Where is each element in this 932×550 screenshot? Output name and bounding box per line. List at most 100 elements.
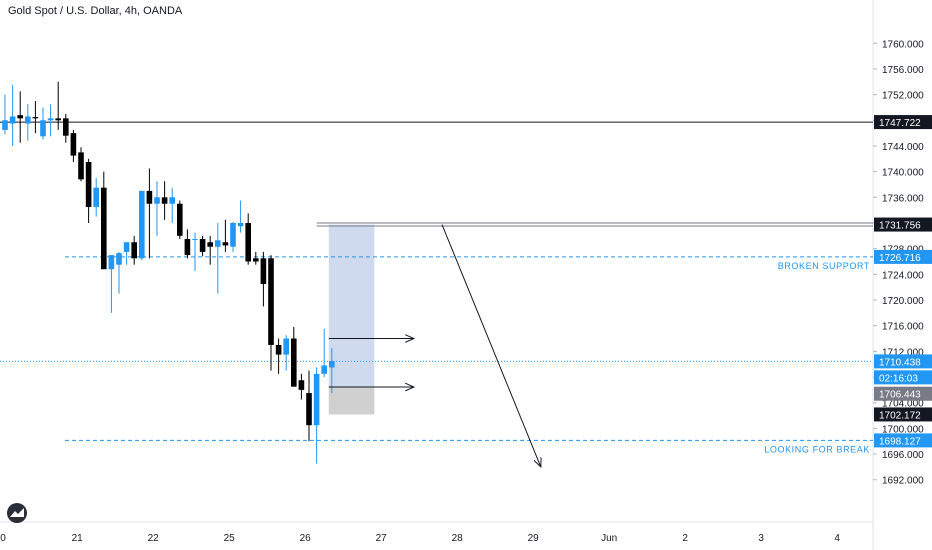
y-tick-label: 1704.000 (882, 399, 924, 410)
candle-body (169, 197, 175, 204)
candle (199, 235, 206, 257)
candle-body (161, 197, 168, 204)
candle-body (268, 258, 274, 345)
candle-body (17, 115, 23, 119)
candle (55, 81, 61, 130)
candle (313, 367, 320, 464)
candle-body (139, 190, 145, 259)
candle (268, 255, 274, 371)
x-tick-label: 28 (452, 533, 464, 544)
candle-body (177, 203, 183, 236)
candle (131, 235, 137, 265)
price-label: 1731.756 (874, 217, 932, 232)
y-tick-label: 1712.000 (882, 347, 924, 358)
price-label: 1710.438 (874, 354, 932, 369)
candle (321, 328, 327, 378)
y-tick-label: 1720.000 (882, 296, 924, 307)
candle (108, 255, 115, 313)
candle (139, 190, 145, 261)
candle (177, 200, 183, 240)
candle (47, 104, 54, 137)
price-label-text: 1698.127 (879, 436, 921, 447)
candle (245, 213, 251, 265)
price-label: 1747.722 (874, 115, 932, 130)
candle (169, 187, 175, 223)
candle (116, 251, 122, 294)
candle-body (55, 118, 61, 121)
candle (161, 181, 168, 220)
x-tick-label: 22 (148, 533, 160, 544)
price-label-bg (874, 354, 932, 369)
candle-body (192, 239, 198, 241)
y-tick-label: 1696.000 (882, 450, 924, 461)
candle-body (230, 222, 236, 247)
candle (184, 229, 191, 259)
candle-body (47, 118, 54, 121)
x-tick-label: 29 (528, 533, 540, 544)
candle (40, 107, 46, 140)
candle (222, 219, 229, 252)
candle-body (78, 152, 84, 180)
candle-body (306, 393, 312, 426)
price-label-text: 1702.172 (879, 410, 921, 421)
candle (230, 221, 236, 252)
candle (2, 94, 8, 135)
candle (192, 232, 198, 272)
price-label: 1698.127 (874, 433, 932, 448)
price-label-text: 1731.756 (879, 221, 921, 232)
projection-arrow-2 (441, 224, 541, 467)
y-tick-label: 1716.000 (882, 322, 924, 333)
candle-body (245, 222, 251, 262)
candle (154, 181, 160, 236)
price-label: 1702.172 (874, 407, 932, 422)
candle-body (207, 242, 213, 247)
price-label: 1706.443 (874, 386, 932, 401)
x-tick-label: 2 (682, 533, 688, 544)
candle-body (291, 338, 297, 387)
candle (101, 171, 107, 270)
candle-body (116, 253, 122, 265)
candle-body (25, 116, 31, 124)
x-tick-label: Jun (601, 533, 617, 544)
candle (298, 373, 305, 400)
price-label-text: 1726.716 (879, 253, 921, 264)
candle-body (313, 373, 320, 426)
price-label-text: 1710.438 (879, 357, 921, 368)
y-tick-label: 1752.000 (882, 91, 924, 102)
candle-body (253, 258, 259, 262)
y-tick-label: 1760.000 (882, 39, 924, 50)
candle (283, 335, 289, 371)
candle-body (101, 187, 107, 270)
price-label-bg (874, 433, 932, 448)
price-label-bg (874, 370, 932, 385)
price-label-bg (874, 386, 932, 401)
y-tick-label: 1740.000 (882, 168, 924, 179)
price-label-text: 1706.443 (879, 390, 921, 401)
candle (63, 113, 69, 143)
candle (85, 158, 92, 223)
y-tick-label: 1724.000 (882, 270, 924, 281)
y-tick-label: 1756.000 (882, 65, 924, 76)
candle-body (2, 120, 8, 130)
position-stop-zone (328, 387, 375, 415)
x-tick-label: 4 (834, 533, 840, 544)
level-label-4: LOOKING FOR BREAK (764, 444, 870, 454)
candle (25, 104, 31, 141)
price-label-bg (874, 115, 932, 130)
candle-body (85, 162, 92, 207)
candle-body (108, 255, 115, 270)
candle-body (215, 240, 221, 247)
level-label-2: BROKEN SUPPORT (778, 261, 870, 271)
position-target-zone (328, 224, 375, 388)
candle (275, 338, 282, 374)
x-tick-label: 26 (300, 533, 312, 544)
price-label-text: 1747.722 (879, 118, 921, 129)
candle (237, 200, 244, 233)
candle (93, 178, 99, 217)
x-tick-label: 27 (376, 533, 388, 544)
candle (306, 370, 312, 442)
price-label-bg (874, 249, 932, 264)
price-label: 1726.716 (874, 249, 932, 264)
